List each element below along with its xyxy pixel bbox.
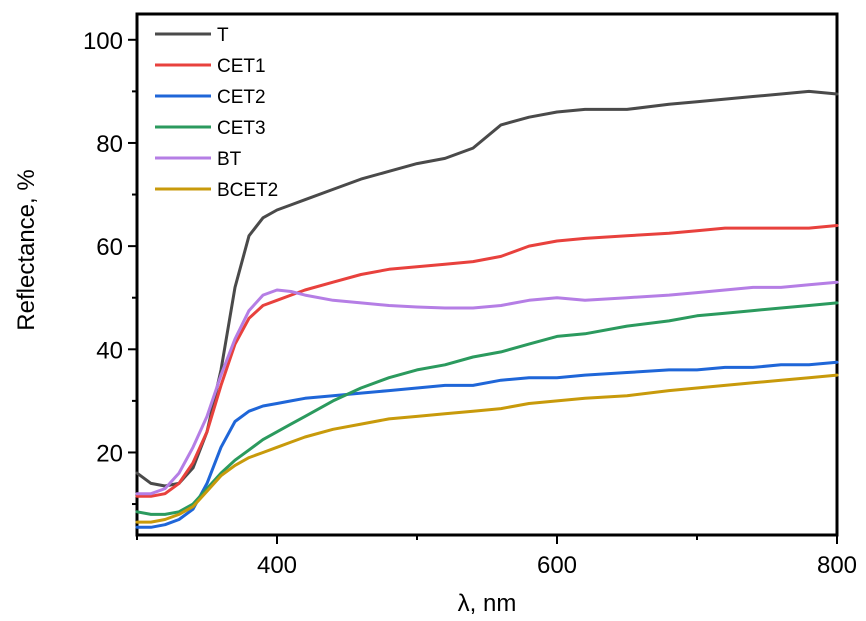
series-line-cet2: [135, 360, 839, 529]
series-line-cet3: [135, 301, 839, 516]
plot-frame: [135, 12, 839, 537]
series-line-bt: [135, 280, 839, 496]
legend-label-cet3: CET3: [217, 118, 266, 139]
y-axis-title: Reflectance, %: [13, 169, 40, 330]
tick-layer: 400 600 800 20 40 60 80 100: [83, 28, 857, 579]
y-tick-label: 60: [96, 234, 123, 261]
x-tick-label: 800: [817, 552, 857, 579]
legend: T CET1 CET2 CET3 BT BCET2: [155, 25, 278, 201]
series-line-cet1: [135, 224, 839, 498]
x-tick-label: 600: [537, 552, 577, 579]
y-tick-label: 40: [96, 337, 123, 364]
series-line-bcet2: [135, 373, 839, 524]
y-tick-label: 20: [96, 440, 123, 467]
legend-label-bcet2: BCET2: [217, 180, 278, 201]
legend-label-cet2: CET2: [217, 87, 266, 108]
legend-label-cet1: CET1: [217, 56, 266, 77]
legend-label-t: T: [217, 25, 229, 46]
x-tick-label: 400: [257, 552, 297, 579]
y-tick-label: 100: [83, 28, 123, 55]
legend-label-bt: BT: [217, 149, 242, 170]
series-layer: [135, 89, 839, 529]
y-tick-label: 80: [96, 131, 123, 158]
x-axis-title: λ, nm: [458, 590, 517, 617]
